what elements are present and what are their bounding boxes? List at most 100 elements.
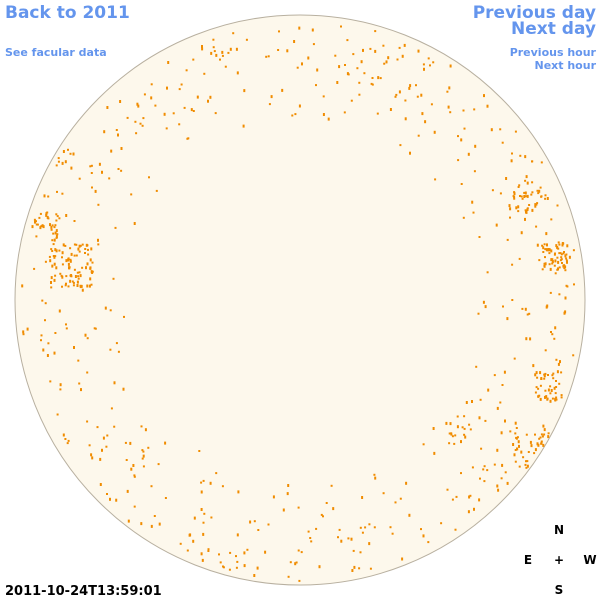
facula [520, 195, 523, 198]
facula [50, 286, 53, 289]
facula [429, 64, 431, 67]
facula [43, 194, 46, 198]
facula [453, 442, 456, 445]
facula [78, 271, 81, 274]
facula [81, 288, 84, 292]
facula [548, 252, 551, 255]
facula [551, 262, 554, 265]
facula [322, 95, 325, 98]
facula [202, 521, 205, 524]
facula [478, 498, 481, 502]
facula [565, 253, 568, 256]
back-link[interactable]: Back to 2011 [5, 3, 130, 23]
facula [316, 68, 319, 72]
facula [147, 446, 150, 449]
facula [543, 373, 546, 376]
facula [52, 232, 55, 235]
facula [75, 254, 78, 257]
facula [554, 252, 556, 255]
facula [541, 268, 544, 271]
facula [509, 430, 512, 433]
facula [40, 225, 43, 228]
facula [405, 481, 408, 485]
facula [42, 348, 45, 352]
facula [253, 520, 256, 523]
facula [26, 327, 29, 331]
facula [112, 277, 115, 280]
facula [518, 184, 521, 187]
facula [209, 481, 212, 485]
facula [449, 64, 452, 68]
facula [74, 275, 77, 278]
facula [33, 218, 36, 221]
facula [142, 450, 145, 453]
next-hour-link[interactable]: Next hour [535, 59, 597, 72]
facula [356, 67, 359, 70]
facula [422, 534, 425, 538]
compass-south: S [555, 583, 564, 597]
facula [379, 77, 382, 80]
facula [218, 553, 220, 556]
facula [67, 258, 69, 262]
facula [307, 530, 310, 533]
facula [446, 90, 449, 93]
facula [483, 480, 486, 483]
facula [77, 275, 80, 278]
facula [527, 451, 530, 453]
next-day-link[interactable]: Next day [511, 19, 596, 39]
facula [469, 494, 472, 497]
facula [543, 433, 546, 436]
facula [207, 550, 210, 552]
facula [72, 281, 75, 284]
facula [35, 223, 38, 226]
facula [89, 258, 92, 262]
facula [499, 192, 502, 195]
facula [91, 456, 94, 460]
facula [61, 275, 64, 279]
facula [76, 280, 79, 284]
facula [511, 299, 514, 301]
facula [214, 112, 217, 115]
facula [551, 397, 554, 400]
facula [61, 251, 64, 255]
facula [55, 249, 58, 253]
facular-link[interactable]: See facular data [5, 46, 107, 59]
facula [22, 333, 25, 336]
facula [59, 272, 62, 275]
facula [113, 425, 116, 428]
facula [257, 529, 260, 531]
facula [457, 135, 459, 138]
facula [555, 380, 557, 382]
facula [61, 256, 63, 259]
previous-hour-link[interactable]: Previous hour [510, 46, 597, 59]
facula [539, 384, 542, 387]
facula [34, 220, 36, 224]
facula [547, 432, 550, 435]
facula [467, 152, 470, 156]
facula [105, 445, 108, 448]
facula [524, 195, 527, 198]
facula [101, 448, 103, 452]
facula [126, 489, 129, 493]
facula [549, 399, 552, 403]
previous-day-link[interactable]: Previous day [473, 3, 596, 23]
facula [253, 574, 256, 577]
facula [53, 255, 56, 259]
facula [295, 561, 298, 564]
facula [219, 561, 222, 564]
facula [142, 454, 145, 458]
facula [573, 283, 575, 286]
facula [265, 55, 268, 58]
facula [399, 497, 402, 500]
facula [50, 281, 52, 284]
facula [172, 112, 175, 115]
facula [542, 251, 545, 253]
facula [561, 262, 563, 264]
facula [544, 349, 547, 352]
facula [154, 104, 157, 107]
facula [44, 319, 46, 322]
facula [108, 177, 111, 180]
facula [542, 443, 545, 447]
facula [543, 243, 546, 246]
facula [73, 243, 76, 246]
